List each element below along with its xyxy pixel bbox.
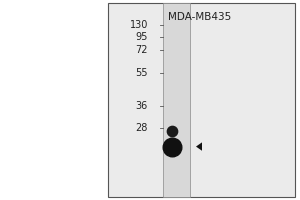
- Text: 130: 130: [130, 20, 148, 30]
- Point: [169, 129, 174, 133]
- Text: 72: 72: [136, 45, 148, 55]
- Polygon shape: [196, 142, 202, 151]
- Text: 28: 28: [136, 123, 148, 133]
- Point: [169, 145, 174, 148]
- Bar: [108, 3, 295, 197]
- Text: 95: 95: [136, 32, 148, 42]
- Text: 55: 55: [136, 68, 148, 78]
- Text: MDA-MB435: MDA-MB435: [168, 12, 232, 22]
- Bar: [163, 3, 190, 197]
- Text: 36: 36: [136, 101, 148, 111]
